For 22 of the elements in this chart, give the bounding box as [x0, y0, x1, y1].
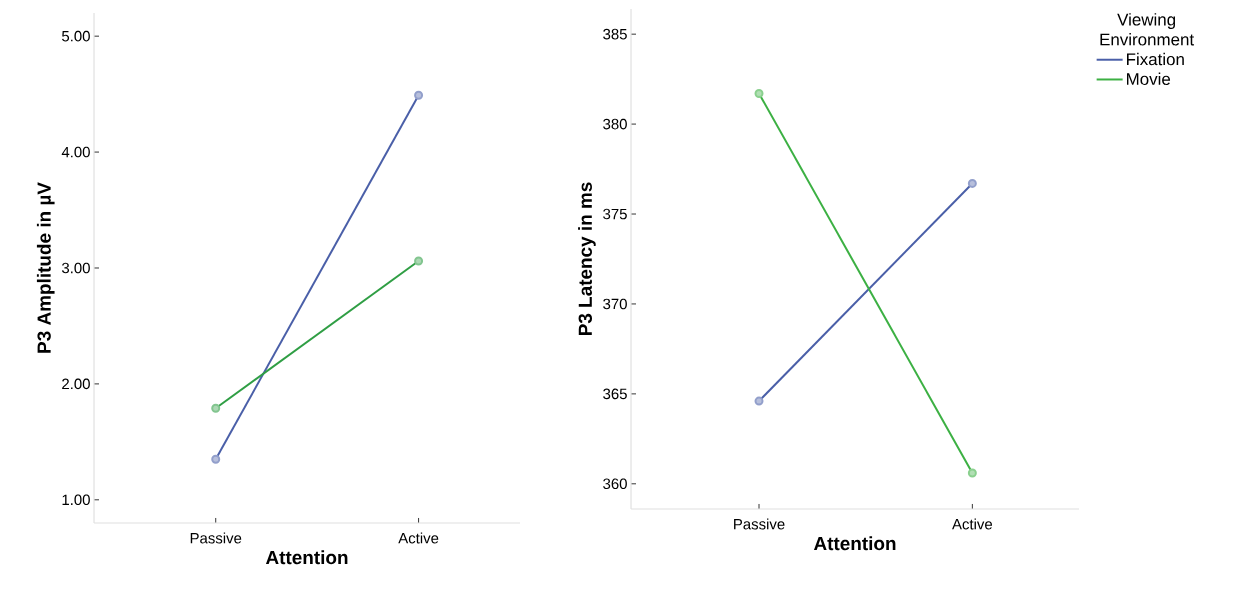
x-axis-title: Attention	[813, 536, 896, 551]
y-tick-label: 4.00	[61, 146, 90, 158]
y-tick-label: 1.00	[62, 494, 90, 506]
y-axis-title: P3 Amplitude in µV	[36, 182, 55, 353]
legend-label: Movie	[1127, 72, 1171, 86]
x-axis-title: Attention	[265, 550, 348, 565]
y-tick-label: 385	[603, 28, 627, 40]
legend-title: Viewing Environment	[1100, 13, 1195, 46]
y-tick-label: 375	[603, 208, 627, 220]
y-tick-label: 360	[603, 478, 627, 490]
x-tick-label: Passive	[190, 532, 242, 544]
x-tick-label: Passive	[734, 518, 785, 530]
y-tick-label: 370	[603, 298, 627, 310]
y-tick-label: 380	[603, 118, 627, 130]
legend-label: Fixation	[1127, 52, 1184, 66]
x-tick-label: Active	[952, 518, 993, 530]
y-tick-label: 365	[603, 388, 627, 400]
x-tick-label: Active	[398, 532, 439, 544]
y-tick-label: 2.00	[62, 378, 90, 390]
y-tick-label: 5.00	[62, 30, 90, 42]
y-tick-label: 3.00	[61, 262, 90, 274]
y-axis-title: P3 Latency in ms	[578, 182, 596, 336]
